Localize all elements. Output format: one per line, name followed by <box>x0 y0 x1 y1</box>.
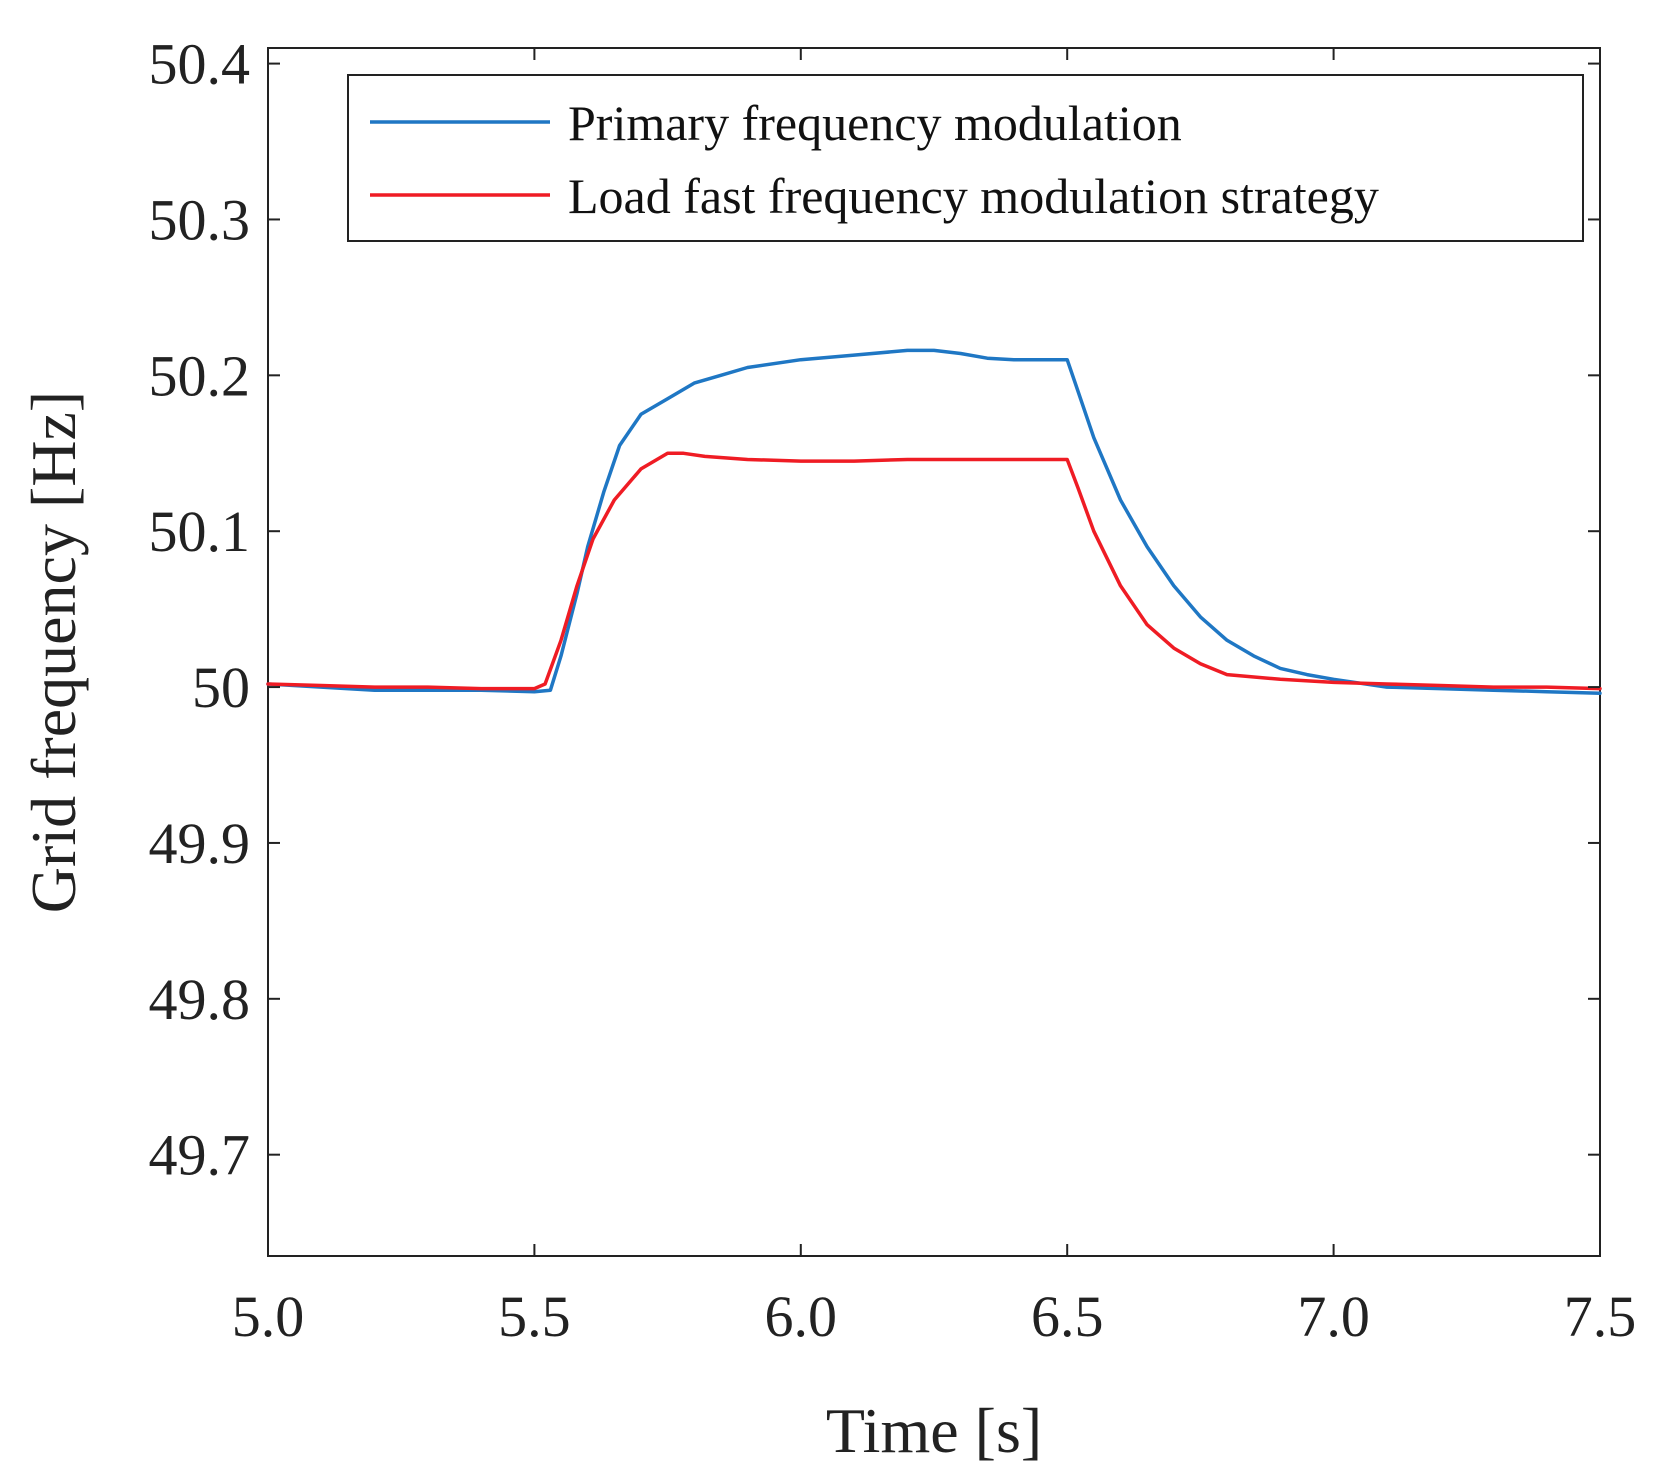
series-line-load-fast <box>266 451 1602 691</box>
x-tick-label: 6.5 <box>1031 1284 1104 1349</box>
x-tick-label: 6.0 <box>765 1284 838 1349</box>
y-axis-title: Grid frequency [Hz] <box>18 391 89 913</box>
legend-box <box>347 74 1584 242</box>
y-tick-label: 49.9 <box>149 811 251 876</box>
x-axis-title: Time [s] <box>826 1395 1042 1466</box>
ticks-layer: 5.0 5.5 6.0 6.5 7.0 7.5 49.7 49.8 49.9 50 50.1 50.2… <box>149 32 1637 1349</box>
y-tick-label: 50 <box>192 655 250 720</box>
plot-area <box>267 47 1601 1257</box>
y-tick-label: 50.2 <box>149 343 251 408</box>
legend-label-load-fast: Load fast frequency modulation strategy <box>568 168 1379 224</box>
legend: Primary frequency modulation Load fast f… <box>347 74 1584 242</box>
x-tick-label: 7.0 <box>1297 1284 1370 1349</box>
plot-frame <box>267 47 1601 1257</box>
y-tick-label: 50.1 <box>149 499 251 564</box>
y-tick-label: 50.3 <box>149 187 251 252</box>
x-tick-label: 5.0 <box>232 1284 305 1349</box>
series-layer <box>266 348 1602 696</box>
x-tick-label: 5.5 <box>498 1284 571 1349</box>
y-tick-label: 50.4 <box>149 32 251 97</box>
x-tick-label: 7.5 <box>1564 1284 1637 1349</box>
y-tick-label: 49.7 <box>149 1123 251 1188</box>
series-line-primary <box>266 348 1602 696</box>
legend-label-primary: Primary frequency modulation <box>568 95 1182 151</box>
y-tick-label: 49.8 <box>149 967 251 1032</box>
